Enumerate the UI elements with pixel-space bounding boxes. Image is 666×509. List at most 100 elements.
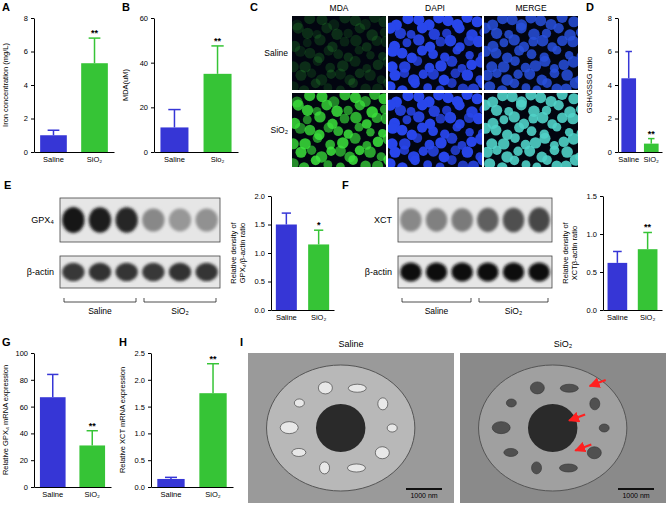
cell (313, 56, 323, 66)
cell (451, 68, 461, 78)
tick-label: Saline (43, 155, 64, 164)
tick-label: Saline (42, 490, 63, 499)
cell (336, 85, 345, 90)
error-bar (625, 52, 631, 79)
axis-title: Relative XCT mRNA expression (118, 367, 127, 473)
tick-mark (31, 487, 34, 488)
error-bar (89, 38, 101, 63)
tick-mark (148, 460, 151, 461)
tick-label: 0.0 (587, 306, 597, 315)
cell (417, 23, 428, 34)
tick: Sio₂ (211, 152, 225, 164)
cell (333, 49, 343, 59)
error-stem (94, 38, 96, 63)
tick: 60 (140, 14, 154, 23)
tick-mark (615, 119, 618, 120)
cell (373, 137, 384, 148)
cell (446, 56, 457, 67)
marks (40, 374, 105, 487)
tick-label: 20 (140, 103, 148, 112)
bar (308, 244, 329, 310)
tick: 6 (24, 47, 34, 56)
cell (340, 37, 350, 47)
cell (445, 112, 457, 124)
group-bracket (479, 298, 548, 302)
error-cap (87, 430, 98, 432)
cell (389, 147, 400, 158)
error-stem (647, 232, 649, 249)
micrograph (292, 93, 386, 167)
axis-line (603, 197, 604, 311)
tick-label: 0 (144, 148, 148, 157)
cell (435, 137, 446, 148)
tick-mark (148, 407, 151, 408)
cell (458, 84, 468, 90)
tick-mark (615, 52, 618, 53)
blot-strip (398, 198, 552, 242)
cell (567, 113, 578, 124)
tick-mark (31, 152, 34, 153)
bar (160, 127, 188, 152)
cell (561, 69, 573, 81)
cell (558, 137, 569, 148)
blot-band (426, 263, 448, 282)
cell (302, 105, 313, 116)
cell (552, 46, 561, 55)
blot-band (89, 207, 111, 233)
tick: 0.5 (587, 268, 603, 277)
cell (491, 105, 502, 116)
blot-row-label: GPX₄ (31, 215, 54, 225)
tick-label: Saline (607, 313, 628, 322)
tick-mark (268, 310, 271, 311)
cell (491, 125, 502, 136)
error-cap (282, 212, 291, 214)
cell (428, 126, 438, 136)
blot-strip (398, 256, 552, 288)
cell (473, 113, 482, 124)
tick: Saline (618, 152, 639, 164)
bar (608, 263, 628, 310)
em-organelle (347, 464, 365, 472)
western-blot: EGPX₄β-actinSalineSiO₂ (4, 179, 220, 316)
blot-band (477, 263, 499, 282)
cell (323, 83, 332, 90)
cell (446, 133, 457, 144)
cell (491, 48, 502, 59)
tick-label: 0.5 (255, 277, 265, 286)
cell (535, 93, 546, 103)
em-organelle (559, 464, 577, 472)
tick-label: 1.0 (135, 429, 145, 438)
cell (499, 115, 508, 124)
cell (307, 146, 316, 155)
tick-label: SiO₂ (85, 490, 101, 499)
cell (372, 36, 382, 46)
cell (304, 93, 315, 101)
x-axis: SalineSio₂ (155, 152, 239, 164)
tick: SiO₂ (87, 152, 103, 164)
cell (397, 125, 408, 136)
panel-label: C (250, 1, 258, 13)
em-cell (267, 365, 415, 491)
blot-band (400, 263, 422, 282)
y-axis: 0.00.51.01.52.02.5 (135, 349, 152, 492)
tick-mark (268, 282, 271, 283)
axis-title: GPX₄/β-actin ratio (238, 223, 247, 283)
blot-band (169, 209, 191, 232)
error-cap (48, 129, 60, 131)
cell (484, 81, 495, 90)
cell (343, 106, 352, 115)
tick-label: 1.0 (587, 230, 597, 239)
cell (326, 147, 335, 156)
blot-row-label: β-actin (365, 267, 392, 277)
blot-band (115, 207, 137, 233)
cell (372, 83, 383, 90)
tick-label: 8 (608, 14, 612, 23)
scale-bar-label: 1000 nm (622, 492, 649, 499)
cell (550, 145, 560, 155)
tick-mark (31, 460, 34, 461)
cell (428, 69, 439, 80)
tick: 0.0 (255, 306, 271, 315)
cell (350, 112, 362, 124)
axis-line (272, 310, 335, 311)
tick: 0 (24, 483, 34, 492)
